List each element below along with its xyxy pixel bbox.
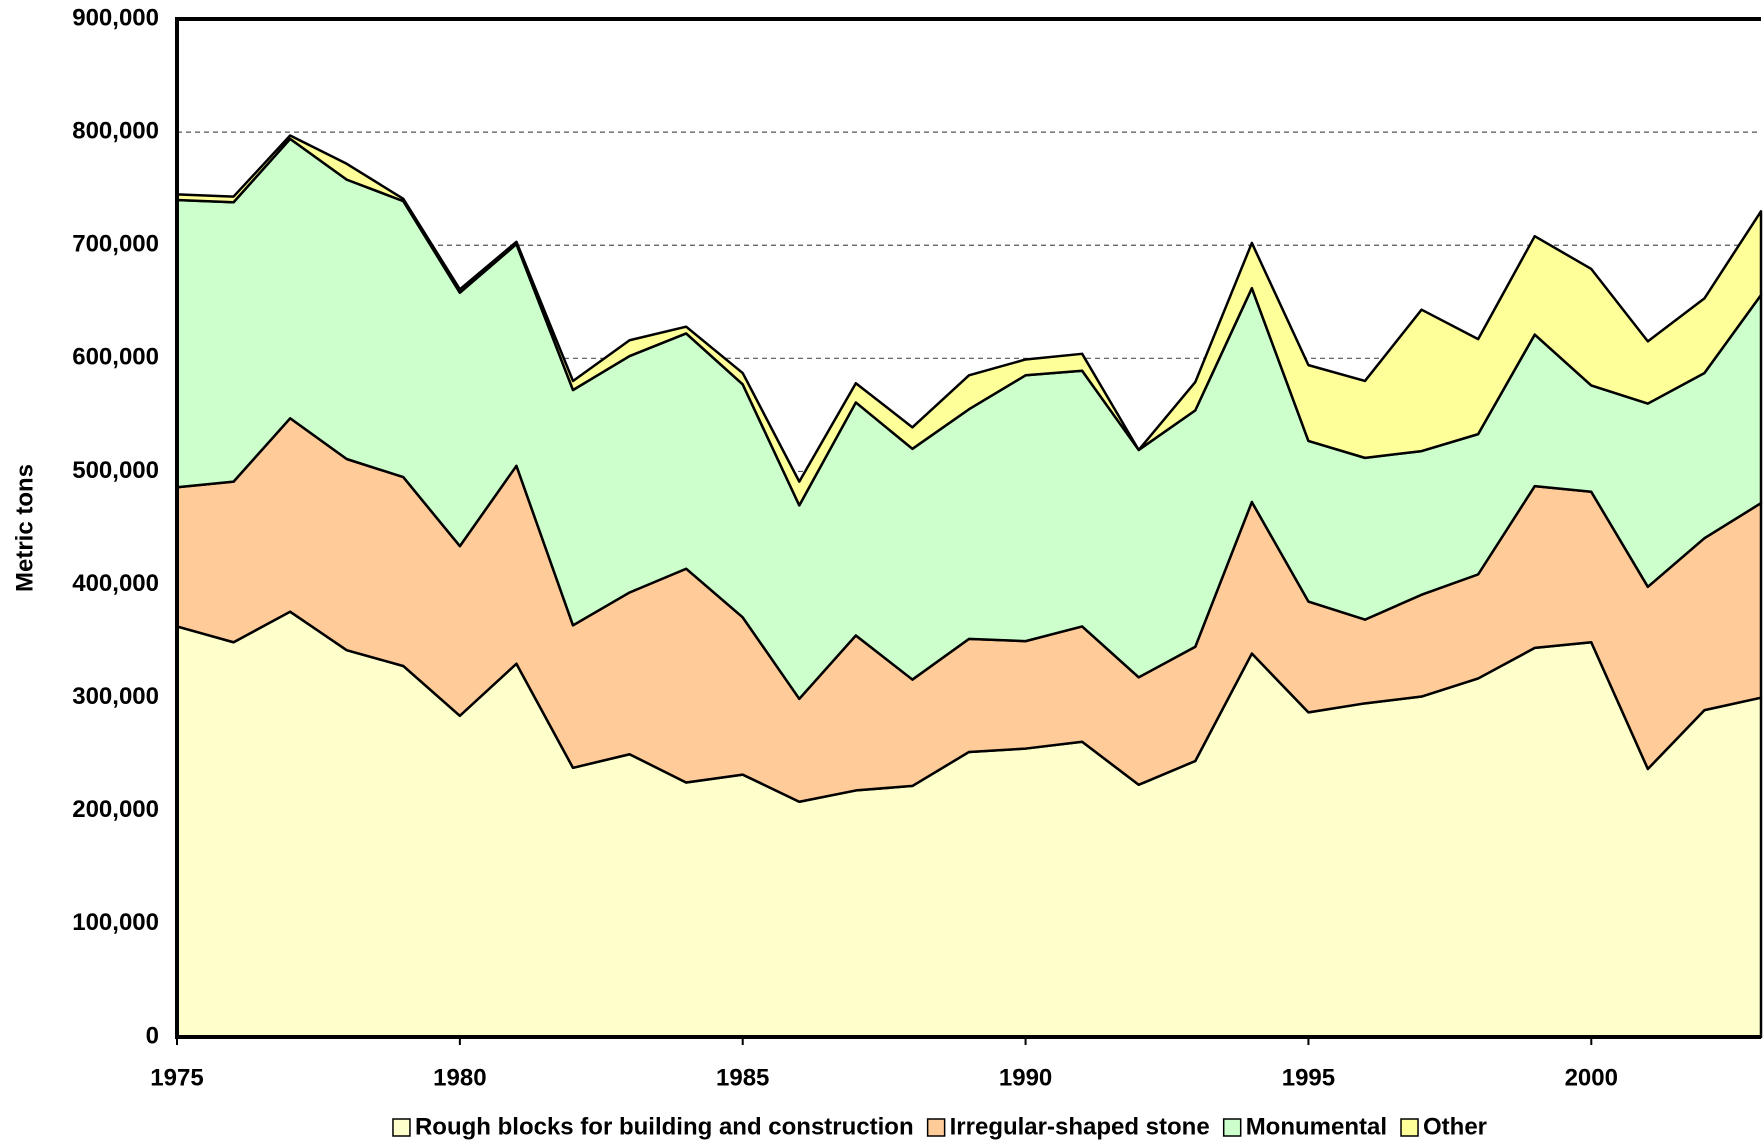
y-tick-label: 400,000 [72, 570, 159, 597]
legend-label: Other [1423, 1113, 1487, 1140]
legend-swatch [1222, 1118, 1242, 1137]
x-tick-label: 1985 [716, 1064, 769, 1091]
y-tick-label: 700,000 [72, 231, 159, 258]
plot-frame [175, 17, 1761, 1039]
y-tick-label: 600,000 [72, 344, 159, 371]
legend-label: Monumental [1246, 1113, 1387, 1140]
x-tick-label: 2000 [1565, 1064, 1618, 1091]
x-tick-label: 1980 [433, 1064, 486, 1091]
y-tick-label: 900,000 [72, 4, 159, 31]
area [175, 134, 1763, 507]
y-tick-label: 500,000 [72, 457, 159, 484]
x-tick-label: 1995 [1282, 1064, 1335, 1091]
legend-label: Irregular-shaped stone [950, 1113, 1210, 1140]
y-tick-label: 100,000 [72, 909, 159, 936]
x-tick-label: 1990 [999, 1064, 1052, 1091]
legend-swatch [1400, 1118, 1419, 1137]
legend: Rough blocks for building and constructi… [392, 1113, 1487, 1140]
y-tick-label: 800,000 [72, 117, 159, 144]
y-tick-label: 300,000 [72, 683, 159, 710]
legend-swatch [392, 1118, 411, 1137]
y-axis-title: Metric tons [11, 464, 38, 592]
legend-label: Rough blocks for building and constructi… [415, 1113, 914, 1140]
y-tick-label: 0 [146, 1022, 159, 1049]
x-tick-label: 1975 [150, 1064, 203, 1091]
y-tick-label: 200,000 [72, 796, 159, 823]
legend-swatch [926, 1118, 946, 1137]
